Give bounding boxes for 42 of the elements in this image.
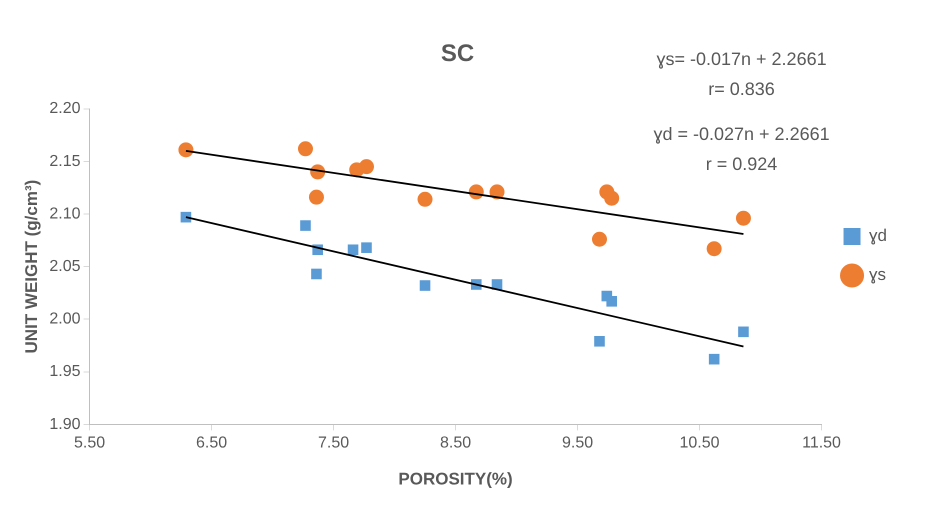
y-tick-label: 2.15 xyxy=(49,152,81,170)
y-tick-label: 2.10 xyxy=(49,205,81,222)
x-tick-label: 9.50 xyxy=(562,434,594,452)
point xyxy=(420,280,430,291)
point xyxy=(418,192,433,207)
y-tick-label: 1.95 xyxy=(49,363,81,380)
x-tick-label: 5.50 xyxy=(74,434,106,452)
point xyxy=(706,241,722,256)
annotation: r = 0.924 xyxy=(706,154,778,174)
legend-label: ɣs xyxy=(869,265,886,284)
legend-label: ɣd xyxy=(869,226,888,246)
point xyxy=(594,336,605,347)
point xyxy=(736,210,751,226)
x-tick-label: 10.50 xyxy=(680,434,720,452)
point xyxy=(708,354,720,364)
point xyxy=(348,244,358,256)
y-tick-label: 2.00 xyxy=(49,310,81,328)
x-tick-label: 11.50 xyxy=(802,434,842,452)
point xyxy=(308,190,324,205)
point xyxy=(606,296,617,307)
x-tick-label: 7.50 xyxy=(318,434,350,452)
y-axis-title: UNIT WEIGHT (g/cm³) xyxy=(22,180,41,354)
text: ɣs= -0.017n + 2.2661 xyxy=(656,48,827,69)
point xyxy=(358,159,374,174)
point xyxy=(361,242,372,253)
point xyxy=(178,142,194,158)
text: r= 0.836 xyxy=(708,78,775,99)
x-tick-label: 8.50 xyxy=(440,434,472,452)
x-tick-label: 6.50 xyxy=(196,434,228,452)
point xyxy=(604,190,620,206)
y-tick-label: 2.05 xyxy=(49,258,81,276)
x-axis-title: POROSITY(%) xyxy=(398,469,513,488)
y-tick-label: 1.90 xyxy=(49,416,81,433)
point xyxy=(300,220,311,231)
chart-title: SC xyxy=(440,40,474,68)
point xyxy=(311,268,322,280)
annotation: ɣd = -0.027n + 2.2661 xyxy=(653,124,830,144)
point xyxy=(738,326,749,338)
point xyxy=(180,212,192,222)
point xyxy=(298,141,313,156)
point xyxy=(592,232,607,247)
y-tick-label: 2.20 xyxy=(49,100,81,118)
